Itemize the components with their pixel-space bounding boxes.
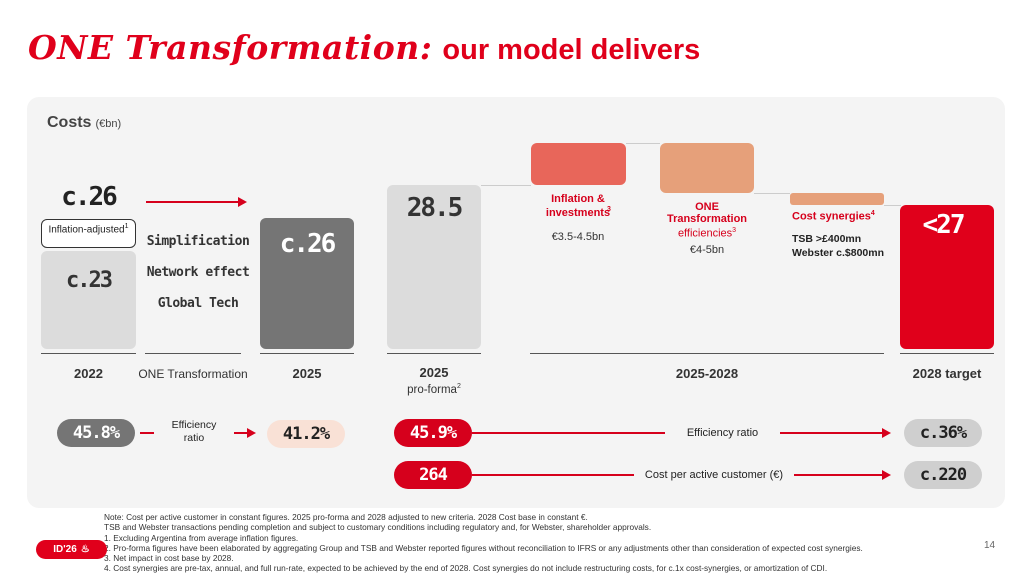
efficiency-long-head [882, 428, 891, 438]
axis-line-2022 [41, 353, 136, 354]
bar-2025-proforma-value: 28.5 [406, 193, 464, 223]
drivers-list: Simplification Network effect Global Tec… [143, 226, 253, 319]
connector-line [884, 205, 901, 206]
footnote: Note: Cost per active customer in consta… [104, 512, 588, 522]
page-number: 14 [984, 540, 996, 551]
bridge-efficiencies-line1: ONE [695, 201, 719, 213]
costs-label: Costs (€bn) [47, 114, 121, 132]
category-one-transformation: ONE Transformation [138, 367, 248, 381]
category-2022: 2022 [74, 366, 103, 381]
category-2028-target: 2028 target [912, 366, 982, 381]
bar-2025-value: c.26 [279, 229, 337, 259]
bar-2028-target [900, 205, 994, 349]
efficiency-2022-pill: 45.8% [57, 419, 135, 447]
bridge-inflation-name: Inflation & investments [545, 193, 611, 219]
cost-per-customer-head [882, 470, 891, 480]
badge-text: ID'26 [53, 544, 77, 555]
efficiency-dash [140, 432, 154, 434]
chart-panel [27, 97, 1005, 508]
title-rest: our model delivers [442, 34, 701, 66]
footnote: 4. Cost synergies are pre-tax, annual, a… [104, 563, 828, 574]
axis-line-target [900, 353, 994, 354]
efficiency-2025pf-pill: 45.9% [394, 419, 472, 447]
arrow-2022-2025-head [238, 197, 247, 207]
bridge-efficiencies-range: €4-5bn [689, 244, 725, 256]
footnote: TSB and Webster transactions pending com… [104, 522, 652, 533]
bar-2025 [260, 218, 354, 349]
bridge-efficiencies-line2: Transformation [666, 213, 748, 225]
flame-icon: ♨ [80, 544, 90, 555]
efficiency-arrow-left-head [247, 428, 256, 438]
bar-2025-proforma [387, 185, 481, 349]
footnotes: Note: Cost per active customer in consta… [104, 512, 984, 574]
costs-unit: (€bn) [95, 118, 122, 130]
footnote: 2. Pro-forma figures have been elaborate… [104, 542, 863, 553]
footnote: 3. Net impact in cost base by 2028. [104, 553, 234, 564]
category-2025-2028: 2025-2028 [675, 366, 739, 381]
bridge-efficiencies-line3: efficiencies3 [677, 227, 737, 240]
bridge-inflation-range: €3.5-4.5bn [551, 231, 605, 243]
inflation-adjusted-text: Inflation-adjusted1 [48, 223, 129, 236]
bridge-synergies-details: TSB >£400mn Webster c.$800mn [792, 232, 884, 260]
axis-line-2025 [260, 353, 354, 354]
bridge-efficiencies-label: ONE Transformation efficiencies3 [648, 201, 766, 240]
cost-per-customer-2025pf-pill: 264 [394, 461, 472, 489]
efficiency-target-pill: c.36% [904, 419, 982, 447]
footnote: 1. Excluding Argentina from average infl… [104, 532, 299, 543]
cost-per-customer-label: Cost per active customer (€) [634, 469, 794, 481]
inflation-adjusted-box: Inflation-adjusted1 [41, 219, 136, 248]
axis-line-2025pf [387, 353, 481, 354]
bridge-synergies-block [790, 193, 884, 205]
bridge-inflation-label: Inflation & investments [523, 192, 633, 220]
bridge-synergies-webster: Webster c.$800mn [792, 247, 885, 259]
bridge-synergies-label: Cost synergies4 [792, 210, 875, 223]
bridge-synergies-tsb: TSB >£400mn [792, 233, 862, 245]
category-2025-proforma: 2025 pro-forma2 [407, 365, 461, 396]
driver-item: Global Tech [157, 296, 239, 311]
arrow-2022-2025-line [146, 201, 238, 203]
driver-item: Network effect [146, 265, 250, 280]
efficiency-ratio-label: Efficiency ratio [665, 427, 780, 439]
page-title: ONE Transformation: our model delivers [28, 28, 700, 78]
efficiency-2025-pill: 41.2% [267, 420, 345, 448]
bridge-inflation-block [531, 143, 626, 185]
title-script: ONE Transformation: [28, 28, 433, 67]
bridge-efficiencies-block [660, 143, 754, 193]
costs-title: Costs [47, 114, 92, 131]
connector-line [754, 193, 790, 194]
id26-badge: ID'26 ♨ [36, 540, 107, 559]
bridge-inflation-sup: 3 [607, 206, 611, 213]
category-2025: 2025 [292, 366, 322, 381]
axis-line-bridge [530, 353, 884, 354]
bar-2022-value: c.23 [66, 268, 113, 293]
axis-line-one [145, 353, 241, 354]
driver-item: Simplification [146, 234, 250, 249]
connector-line [481, 185, 531, 186]
efficiency-arrow-left-line [234, 432, 248, 434]
connector-line [626, 143, 660, 144]
cost-per-customer-target-pill: c.220 [904, 461, 982, 489]
efficiency-small-label: Efficiency ratio [171, 419, 217, 444]
bar-2022 [41, 251, 136, 349]
bar-2028-target-value: <27 [922, 210, 966, 240]
bar-2022-inflation-value: c.26 [61, 182, 118, 212]
